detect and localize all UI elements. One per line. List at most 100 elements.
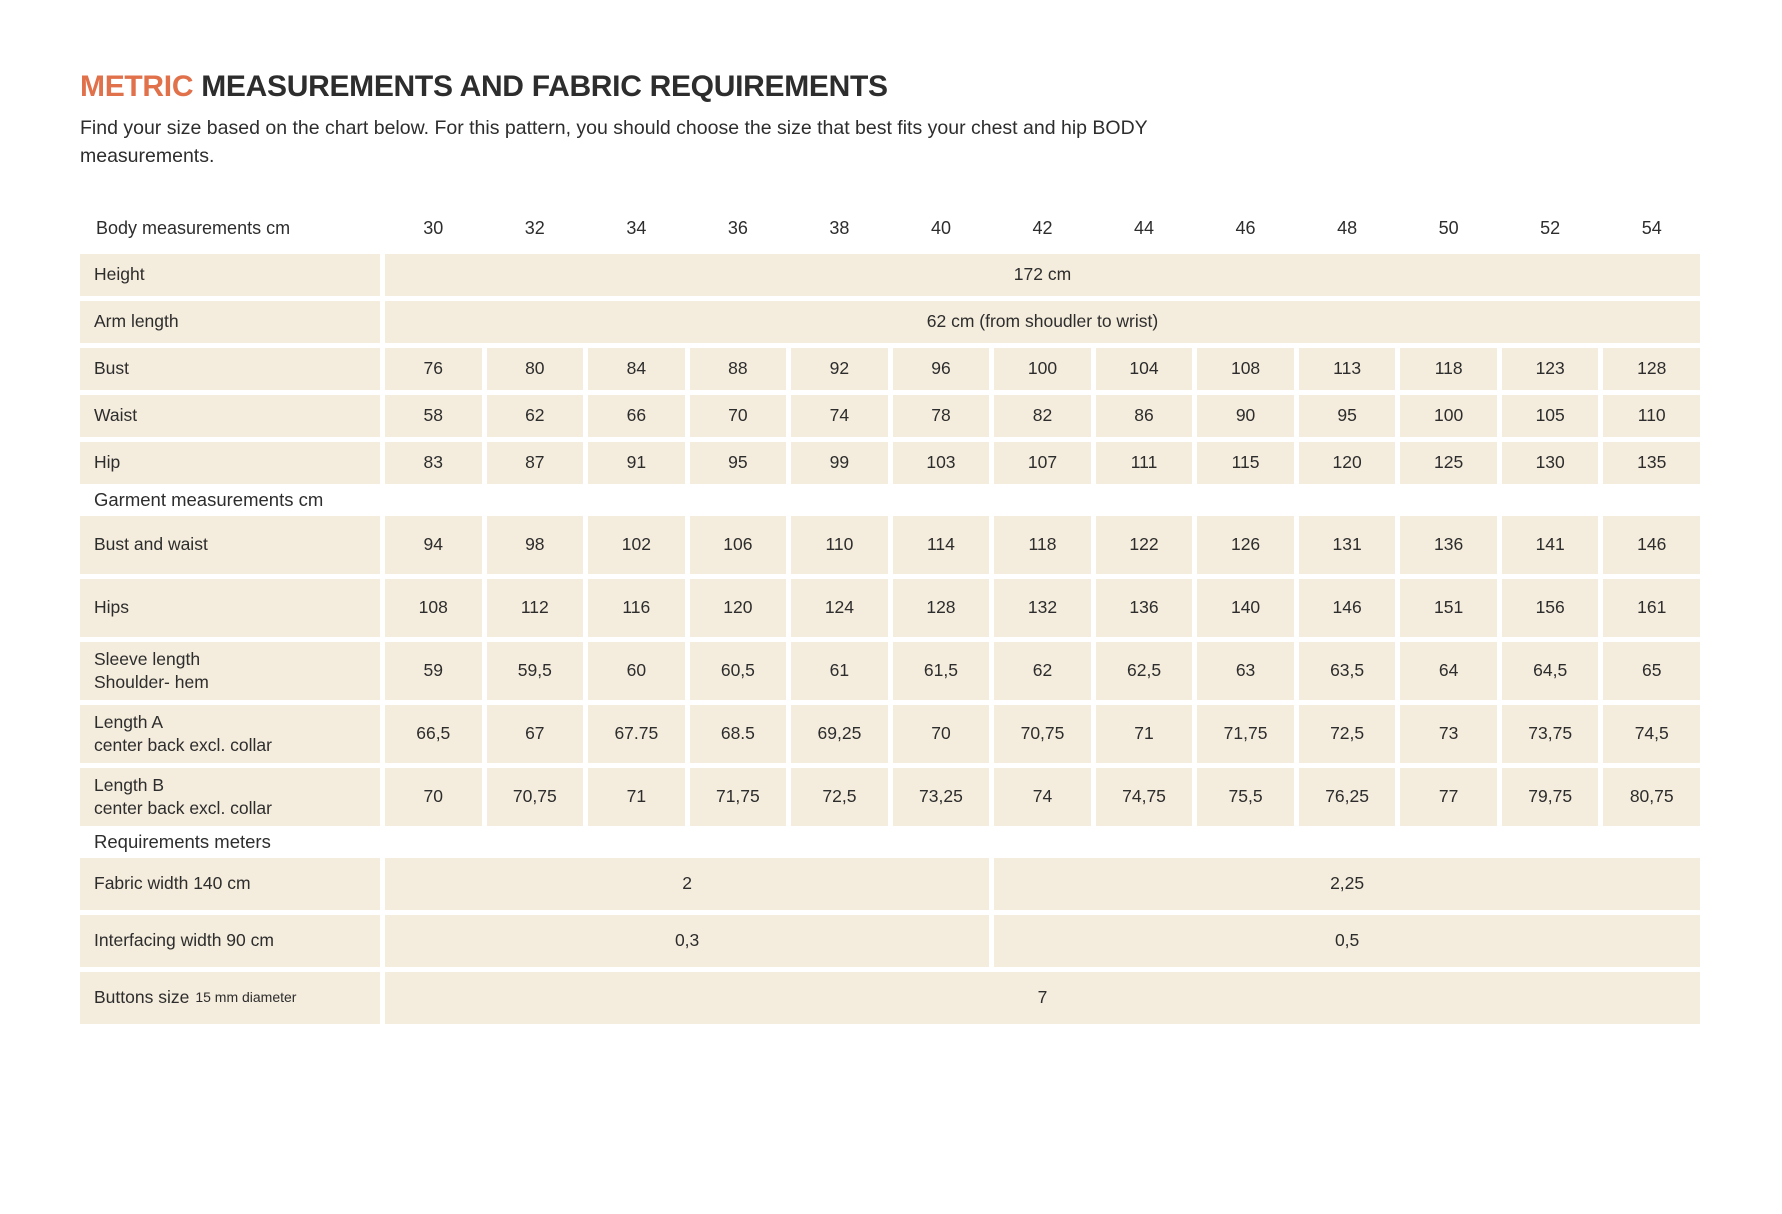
- merged-value-cell-right: 0,5: [994, 914, 1700, 967]
- measurement-cell: 120: [1298, 441, 1396, 484]
- measurement-cell: 128: [892, 578, 990, 637]
- measurement-cell: 72,5: [1298, 704, 1396, 763]
- measurement-cell: 106: [689, 515, 787, 574]
- row-label: Sleeve length Shoulder- hem: [80, 641, 380, 700]
- measurement-cell: 74,75: [1095, 767, 1193, 826]
- measurement-cell: 67: [486, 704, 584, 763]
- measurement-cell: 94: [385, 515, 482, 574]
- measurement-cell: 62: [486, 394, 584, 437]
- row-label-text: Hip: [94, 452, 121, 473]
- merged-value-cell-right: 2,25: [994, 857, 1700, 910]
- measurement-cell: 73,75: [1501, 704, 1599, 763]
- measurement-cell: 62: [994, 641, 1091, 700]
- measurement-cell: 112: [486, 578, 584, 637]
- measurement-cell: 70: [892, 704, 990, 763]
- page-subtitle: Find your size based on the chart below.…: [80, 114, 1702, 171]
- row-label: Bust: [80, 347, 380, 390]
- measurement-cell: 118: [994, 515, 1091, 574]
- row-label-text: Fabric width 140 cm: [94, 873, 251, 894]
- merged-value-cell: 7: [385, 971, 1700, 1024]
- measurement-cell: 63,5: [1298, 641, 1396, 700]
- measurement-cell: 115: [1197, 441, 1294, 484]
- row-label: Arm length: [80, 300, 380, 343]
- measurement-cell: 61,5: [892, 641, 990, 700]
- size-column-header: 40: [930, 218, 951, 239]
- measurement-cell: 72,5: [791, 767, 888, 826]
- measurement-cell: 110: [1603, 394, 1700, 437]
- size-column-header: 48: [1337, 218, 1358, 239]
- measurement-cell: 78: [892, 394, 990, 437]
- page-title-rest: MEASUREMENTS AND FABRIC REQUIREMENTS: [193, 70, 888, 103]
- size-column-header: 34: [626, 218, 647, 239]
- measurement-cell: 66,5: [385, 704, 482, 763]
- row-label-text: Length A: [94, 711, 164, 732]
- measurement-cell: 116: [588, 578, 685, 637]
- measurement-cell: 73: [1400, 704, 1497, 763]
- row-label-text: Waist: [94, 405, 138, 426]
- measurement-cell: 74: [791, 394, 888, 437]
- measurement-cell: 130: [1501, 441, 1599, 484]
- measurement-cell: 65: [1603, 641, 1700, 700]
- measurement-cell: 61: [791, 641, 888, 700]
- measurement-cell: 92: [791, 347, 888, 390]
- measurement-cell: 70,75: [486, 767, 584, 826]
- measurement-cell: 122: [1095, 515, 1193, 574]
- measurement-cell: 91: [588, 441, 685, 484]
- measurement-cell: 64: [1400, 641, 1497, 700]
- row-label: Hip: [80, 441, 380, 484]
- measurement-cell: 95: [1298, 394, 1396, 437]
- measurement-cell: 87: [486, 441, 584, 484]
- subtitle-line-1: Find your size based on the chart below.…: [80, 117, 1148, 139]
- row-label: Buttons size 15 mm diameter: [80, 971, 380, 1024]
- measurement-cell: 69,25: [791, 704, 888, 763]
- measurement-cell: 74,5: [1603, 704, 1700, 763]
- measurement-cell: 63: [1197, 641, 1294, 700]
- size-column-header: 54: [1641, 218, 1662, 239]
- row-label-text: Arm length: [94, 311, 179, 332]
- measurement-cell: 75,5: [1197, 767, 1294, 826]
- measurement-cell: 123: [1501, 347, 1599, 390]
- measurement-cell: 135: [1603, 441, 1700, 484]
- measurement-cell: 102: [588, 515, 685, 574]
- measurement-cell: 84: [588, 347, 685, 390]
- merged-value-cell-left: 2: [385, 857, 990, 910]
- measurement-cell: 59,5: [486, 641, 584, 700]
- measurement-cell: 110: [791, 515, 888, 574]
- measurement-cell: 62,5: [1095, 641, 1193, 700]
- measurement-cell: 90: [1197, 394, 1294, 437]
- measurement-cell: 99: [791, 441, 888, 484]
- row-label-small-text: 15 mm diameter: [195, 989, 297, 1006]
- measurement-cell: 66: [588, 394, 685, 437]
- measurement-cell: 68.5: [689, 704, 787, 763]
- page-title: METRIC MEASUREMENTS AND FABRIC REQUIREME…: [80, 70, 1702, 104]
- pattern-size-chart-page: METRIC MEASUREMENTS AND FABRIC REQUIREME…: [80, 70, 1702, 1024]
- size-column-header: 36: [727, 218, 748, 239]
- measurement-cell: 108: [1197, 347, 1294, 390]
- measurement-cell: 59: [385, 641, 482, 700]
- measurement-cell: 71: [588, 767, 685, 826]
- row-sublabel-text: Shoulder- hem: [94, 671, 209, 692]
- size-table: Body measurements cm 30 32 34 36 38 40 42 44 46 48…: [80, 209, 1700, 1024]
- row-label-text: Length B: [94, 774, 165, 795]
- measurement-cell: 118: [1400, 347, 1497, 390]
- row-label: Hips: [80, 578, 380, 637]
- measurement-cell: 120: [689, 578, 787, 637]
- measurement-cell: 113: [1298, 347, 1396, 390]
- measurement-cell: 67.75: [588, 704, 685, 763]
- merged-value-cell: 62 cm (from shoudler to wrist): [385, 300, 1700, 343]
- measurement-cell: 128: [1603, 347, 1700, 390]
- measurement-cell: 76,25: [1298, 767, 1396, 826]
- size-column-header: 52: [1540, 218, 1561, 239]
- measurement-cell: 151: [1400, 578, 1497, 637]
- measurement-cell: 71: [1095, 704, 1193, 763]
- row-label-text: Height: [94, 264, 145, 285]
- measurement-cell: 73,25: [892, 767, 990, 826]
- measurement-cell: 103: [892, 441, 990, 484]
- measurement-cell: 105: [1501, 394, 1599, 437]
- row-label: Bust and waist: [80, 515, 380, 574]
- measurement-cell: 80,75: [1603, 767, 1700, 826]
- measurement-cell: 88: [689, 347, 787, 390]
- size-column-header: 50: [1438, 218, 1459, 239]
- measurement-cell: 124: [791, 578, 888, 637]
